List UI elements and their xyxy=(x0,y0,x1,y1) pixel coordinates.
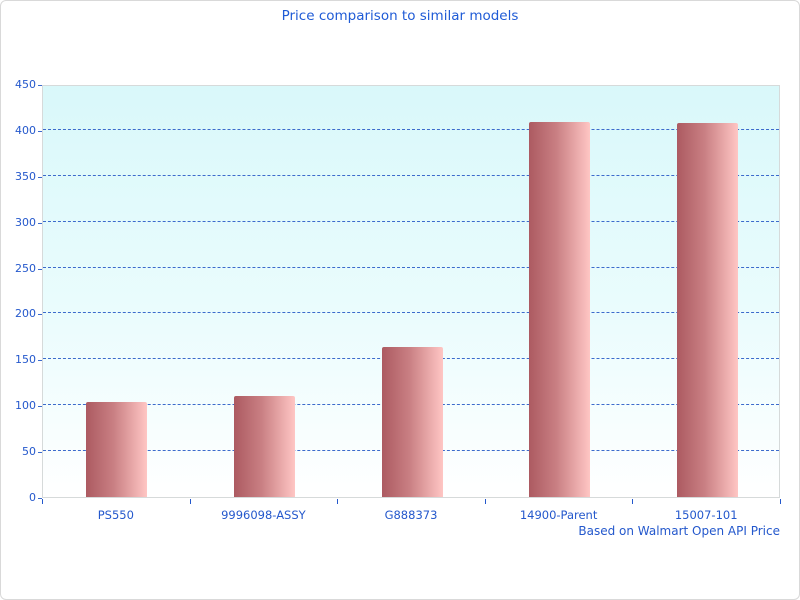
y-axis-label-200: 200 xyxy=(15,307,36,321)
y-axis-label-350: 350 xyxy=(15,169,36,183)
y-axis-tick-150 xyxy=(38,360,42,362)
gridline-y-400 xyxy=(43,128,779,130)
bar-9996098-ASSY xyxy=(233,396,295,497)
y-axis-tick-50 xyxy=(38,452,42,454)
y-axis-tick-400 xyxy=(38,130,42,132)
x-axis-label-9996098-ASSY: 9996098-ASSY xyxy=(221,508,306,522)
y-axis-tick-300 xyxy=(38,222,42,224)
x-axis-tick-4 xyxy=(632,499,633,504)
x-axis-label-14900-Parent: 14900-Parent xyxy=(519,508,598,522)
x-axis-tick-2 xyxy=(337,499,338,504)
y-axis-tick-450 xyxy=(38,85,42,86)
chart-caption: Based on Walmart Open API Price xyxy=(578,524,780,538)
x-axis-label-15007-101: 15007-101 xyxy=(674,508,738,522)
bar-G888373 xyxy=(381,347,443,497)
x-axis-tick-1 xyxy=(190,499,191,504)
y-axis-label-150: 150 xyxy=(15,353,36,367)
y-axis-tick-250 xyxy=(38,268,42,270)
bar-PS550 xyxy=(86,402,148,497)
gridline-y-200 xyxy=(43,312,779,314)
y-axis-label-50: 50 xyxy=(22,445,36,459)
plot-area xyxy=(42,85,780,498)
y-axis-label-450: 450 xyxy=(15,78,36,91)
x-axis-label-PS550: PS550 xyxy=(97,508,134,522)
y-axis-label-400: 400 xyxy=(15,123,36,137)
y-axis-label-300: 300 xyxy=(15,215,36,229)
y-axis-label-0: 0 xyxy=(29,491,36,504)
bar-15007-101 xyxy=(676,123,738,497)
chart-title: Price comparison to similar models xyxy=(281,8,519,24)
y-axis-label-100: 100 xyxy=(15,399,36,413)
gridline-y-350 xyxy=(43,174,779,176)
y-axis-tick-0 xyxy=(38,498,42,499)
y-axis-tick-100 xyxy=(38,406,42,408)
x-axis-label-G888373: G888373 xyxy=(384,508,438,522)
gridline-y-300 xyxy=(43,220,779,222)
x-axis-tick-0 xyxy=(42,499,43,504)
y-axis-label-250: 250 xyxy=(15,261,36,275)
bar-14900-Parent xyxy=(529,122,591,497)
y-axis-tick-350 xyxy=(38,176,42,178)
x-axis-tick-5 xyxy=(780,499,781,504)
x-axis-tick-3 xyxy=(485,499,486,504)
gridline-y-250 xyxy=(43,266,779,268)
y-axis-tick-200 xyxy=(38,314,42,316)
